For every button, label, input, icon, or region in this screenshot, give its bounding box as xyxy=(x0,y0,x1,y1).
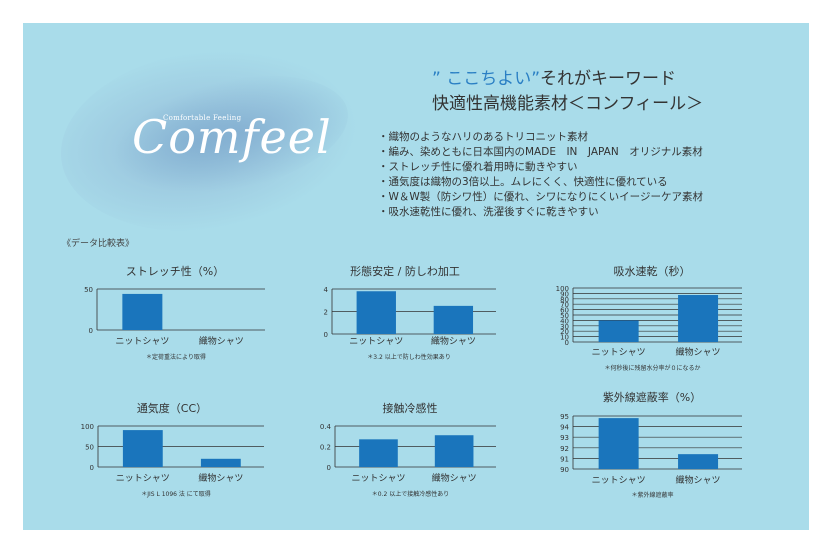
bar xyxy=(434,435,474,467)
y-tick-label: 60 xyxy=(560,307,569,315)
chart-title: 紫外線遮蔽率（%） xyxy=(603,390,701,404)
feature-item: ・通気度は織物の3倍以上。ムレにくく、快適性に優れている xyxy=(378,176,668,188)
y-tick-label: 40 xyxy=(560,317,569,325)
y-tick-label: 50 xyxy=(84,286,93,294)
y-tick-label: 20 xyxy=(560,328,569,336)
category-label: ニットシャツ xyxy=(592,476,646,486)
y-tick-label: 0.4 xyxy=(320,423,332,431)
bar xyxy=(122,430,163,467)
category-label: 織物シャツ xyxy=(676,346,721,358)
y-tick-label: 0 xyxy=(324,331,328,339)
chart-title: 接触冷感性 xyxy=(383,401,438,415)
bar xyxy=(598,320,639,342)
category-label: 織物シャツ xyxy=(198,472,243,484)
bar xyxy=(122,293,163,330)
headline-line-2: 快適性高機能素材＜コンフィール＞ xyxy=(432,94,704,114)
y-tick-label: 70 xyxy=(560,301,569,309)
feature-item: ・織物のようなハリのあるトリコニット素材 xyxy=(378,131,588,143)
chart-title: ストレッチ性（%） xyxy=(126,264,224,278)
y-tick-label: 93 xyxy=(560,434,569,442)
headline-line-1: ” ここちよい”それがキーワード xyxy=(432,64,676,89)
y-tick-label: 0 xyxy=(90,464,94,472)
category-label: ニットシャツ xyxy=(115,337,169,347)
y-tick-label: 50 xyxy=(85,444,94,452)
bar xyxy=(200,458,241,467)
category-label: 織物シャツ xyxy=(676,474,721,486)
y-tick-label: 92 xyxy=(560,445,569,453)
bar xyxy=(678,454,719,469)
bar xyxy=(433,305,474,334)
y-tick-label: 4 xyxy=(324,286,329,294)
y-tick-label: 94 xyxy=(560,424,569,432)
chart-note: ＊3.2 以上で防しわ性効果あり xyxy=(367,353,450,361)
chart-note: ＊何秒後に残留水分率が０になるか xyxy=(604,364,700,372)
y-tick-label: 90 xyxy=(560,290,569,298)
chart-note: ＊0.2 以上で接触冷感性あり xyxy=(372,490,449,498)
feature-item: ・ストレッチ性に優れ着用時に動きやすい xyxy=(378,161,578,173)
chart-title: 形態安定 / 防しわ加工 xyxy=(350,264,460,278)
y-tick-label: 10 xyxy=(560,334,569,342)
y-tick-label: 2 xyxy=(324,309,328,317)
section-label: 《データ比較表》 xyxy=(62,239,135,249)
bar xyxy=(359,439,398,467)
category-label: ニットシャツ xyxy=(592,348,646,358)
headline-rest: それがキーワード xyxy=(540,69,677,89)
feature-list: ・織物のようなハリのあるトリコニット素材 ・編み、染めともに日本国内のMADE … xyxy=(378,130,703,220)
feature-item: ・W＆W製（防シワ性）に優れ、シワになりにくいイージーケア素材 xyxy=(378,191,703,203)
y-tick-label: 50 xyxy=(560,312,569,320)
category-label: ニットシャツ xyxy=(351,474,405,484)
logo: Comfeel xyxy=(132,110,332,164)
chart-note: ＊定荷重法により取得 xyxy=(146,353,206,361)
y-tick-label: 80 xyxy=(560,296,569,304)
y-tick-label: 100 xyxy=(81,423,94,431)
chart-title: 通気度（CC） xyxy=(137,401,207,415)
category-label: 織物シャツ xyxy=(431,335,476,347)
chart-note: ＊JIS L 1096 法 にて取得 xyxy=(141,490,211,498)
y-tick-label: 0 xyxy=(327,464,331,472)
bar xyxy=(678,295,719,342)
chart-title: 吸水速乾（秒） xyxy=(614,264,691,278)
category-label: ニットシャツ xyxy=(349,337,403,347)
chart-note: ＊紫外線遮蔽率 xyxy=(631,491,673,499)
category-label: 織物シャツ xyxy=(199,335,244,347)
bar xyxy=(598,418,639,469)
y-tick-label: 100 xyxy=(556,285,569,293)
bar xyxy=(356,291,396,334)
y-tick-label: 0 xyxy=(89,327,93,335)
y-tick-label: 90 xyxy=(560,466,569,474)
headline-quote: ” ここちよい” xyxy=(432,69,541,89)
category-label: 織物シャツ xyxy=(432,472,477,484)
y-tick-label: 95 xyxy=(560,413,569,421)
y-tick-label: 91 xyxy=(560,455,569,463)
y-tick-label: 0 xyxy=(565,339,569,347)
y-tick-label: 0.2 xyxy=(320,444,331,452)
y-tick-label: 30 xyxy=(560,323,569,331)
feature-item: ・吸水速乾性に優れ、洗濯後すぐに乾きやすい xyxy=(378,206,599,218)
logo-tagline: Comfortable Feeling xyxy=(163,114,242,122)
feature-item: ・編み、染めともに日本国内のMADE IN JAPAN オリジナル素材 xyxy=(378,146,703,158)
category-label: ニットシャツ xyxy=(116,474,170,484)
